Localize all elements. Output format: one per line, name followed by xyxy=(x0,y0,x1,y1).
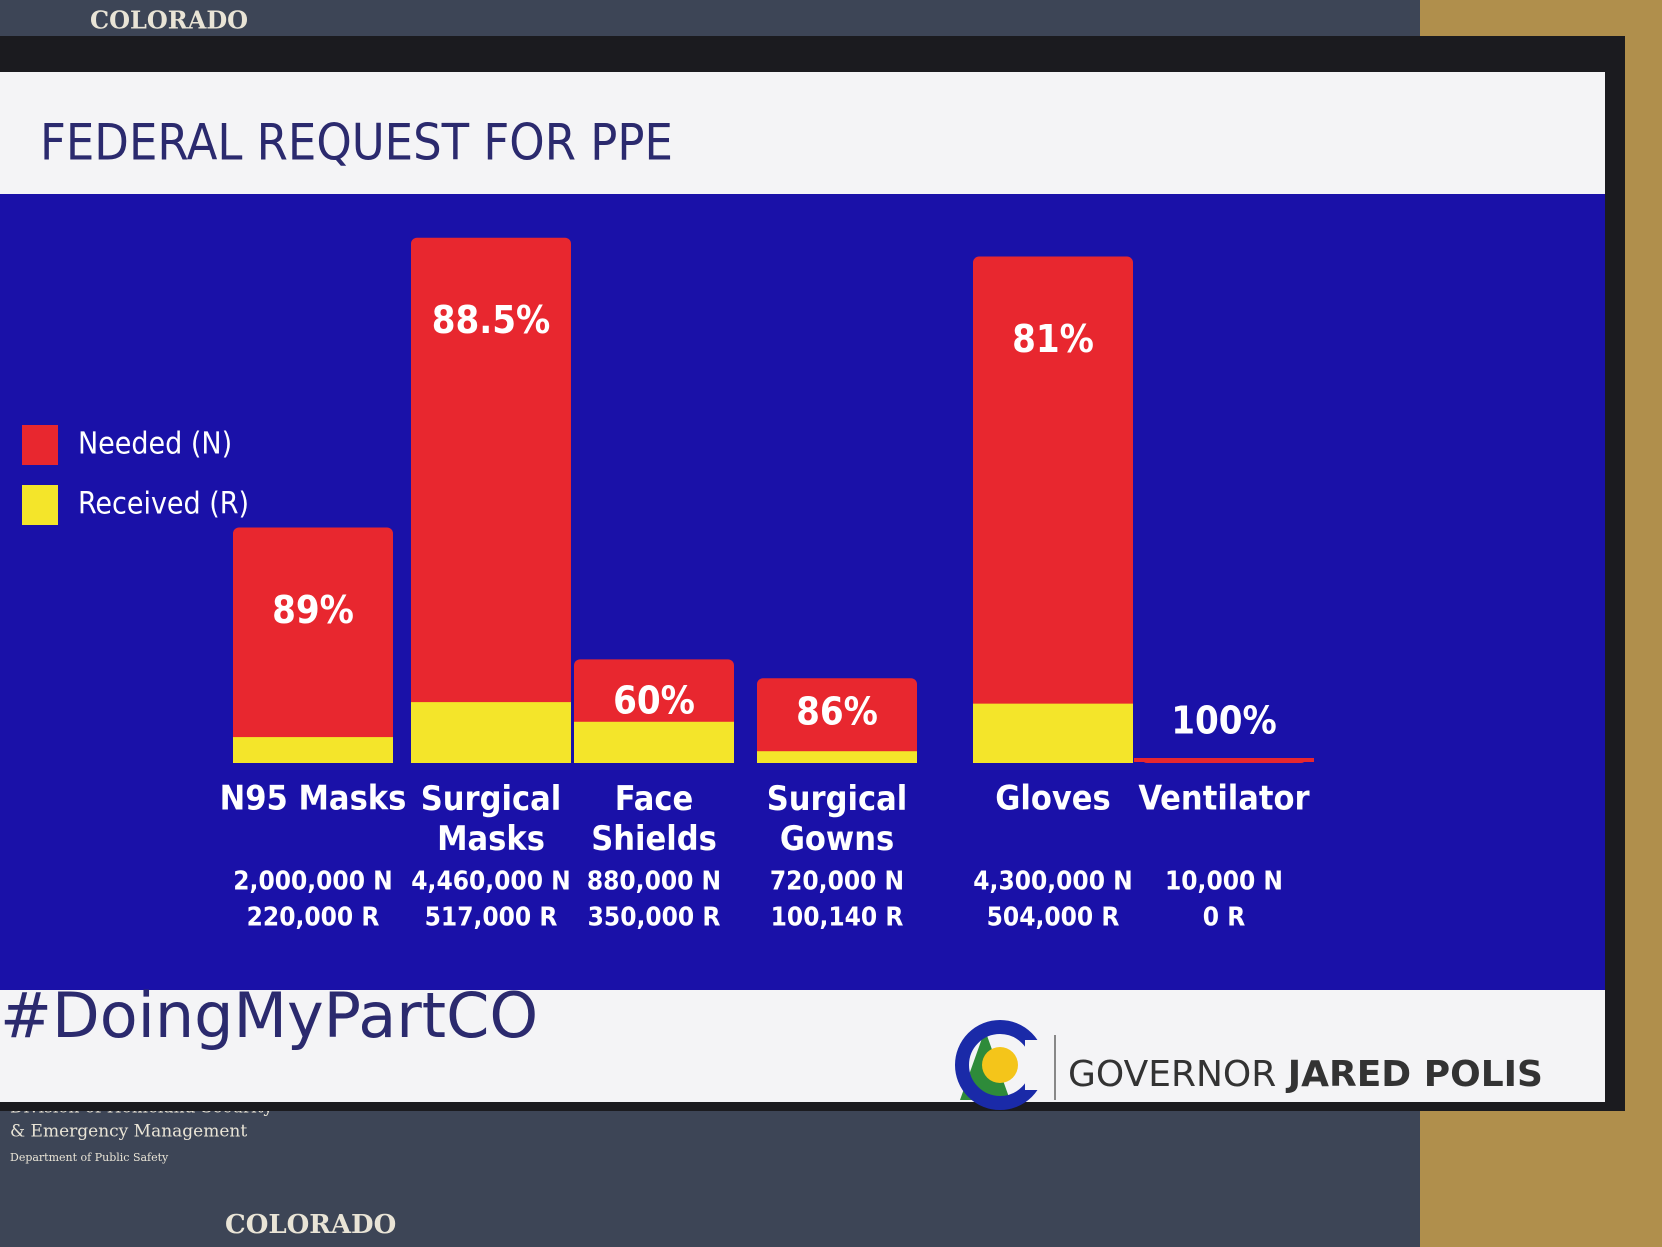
governor-word: GOVERNOR xyxy=(1068,1054,1276,1095)
bar-received xyxy=(757,751,917,763)
category-label: Face Shields xyxy=(591,779,717,859)
header-strip xyxy=(0,72,1605,194)
bar-received xyxy=(574,721,734,763)
logo xyxy=(955,1020,1045,1110)
legend-swatch xyxy=(22,485,58,525)
bar-needed xyxy=(757,678,917,763)
value-label: 2,000,000 N xyxy=(233,867,392,897)
category-label-line: Shields xyxy=(591,819,717,859)
backdrop-text: Department of Public Safety xyxy=(10,1151,169,1164)
category-label-line: Surgical xyxy=(421,779,562,819)
percent-label: 88.5% xyxy=(432,298,551,342)
value-label: 350,000 R xyxy=(588,903,721,933)
category-label: Surgical Gowns xyxy=(767,779,908,859)
governor-name: JARED POLIS xyxy=(1285,1054,1543,1095)
category-label: Ventilator xyxy=(1138,779,1310,819)
value-label: 720,000 N xyxy=(770,867,904,897)
category-label: Surgical Masks xyxy=(421,779,562,859)
value-label: 517,000 R xyxy=(425,903,558,933)
chart-title: FEDERAL REQUEST FOR PPE xyxy=(40,114,673,172)
bar-received xyxy=(973,703,1133,763)
backdrop-text: & Emergency Management xyxy=(10,1122,247,1142)
bar-needed xyxy=(1144,761,1304,763)
bar-received xyxy=(233,737,393,763)
backdrop-bottom xyxy=(0,1090,1420,1247)
value-label: 504,000 R xyxy=(987,903,1120,933)
percent-label: 60% xyxy=(613,678,695,722)
bar-needed xyxy=(411,237,571,763)
category-label: Gloves xyxy=(995,779,1111,819)
value-label: 220,000 R xyxy=(247,903,380,933)
footer-governor: GOVERNOR JARED POLIS xyxy=(1068,1054,1543,1095)
percent-label: 86% xyxy=(796,689,878,733)
category-label-line: Masks xyxy=(437,819,545,859)
value-label: 4,460,000 N xyxy=(411,867,570,897)
category-label-line: Gowns xyxy=(780,819,894,859)
value-label: 880,000 N xyxy=(587,867,721,897)
value-label: 4,300,000 N xyxy=(973,867,1132,897)
value-label: 10,000 N xyxy=(1165,867,1283,897)
category-label-line: Surgical xyxy=(767,779,908,819)
footer-strip xyxy=(0,990,1605,1102)
backdrop-text: COLORADO xyxy=(225,1210,396,1240)
hashtag: #DoingMyPartCO xyxy=(0,979,538,1052)
category-label: N95 Masks xyxy=(220,779,407,819)
percent-label: 81% xyxy=(1012,317,1094,361)
backdrop-text: COLORADO xyxy=(90,6,248,35)
legend-swatch xyxy=(22,425,58,465)
value-label: 100,140 R xyxy=(771,903,904,933)
category-label-line: Face xyxy=(615,779,693,819)
percent-label: 100% xyxy=(1171,699,1277,743)
bar-received xyxy=(411,702,571,763)
bar-needed xyxy=(973,256,1133,763)
legend-label: Needed (N) xyxy=(78,427,232,462)
percent-label: 89% xyxy=(272,588,354,632)
legend-label: Received (R) xyxy=(78,487,249,522)
value-label: 0 R xyxy=(1203,903,1245,933)
bar-needed xyxy=(233,527,393,763)
